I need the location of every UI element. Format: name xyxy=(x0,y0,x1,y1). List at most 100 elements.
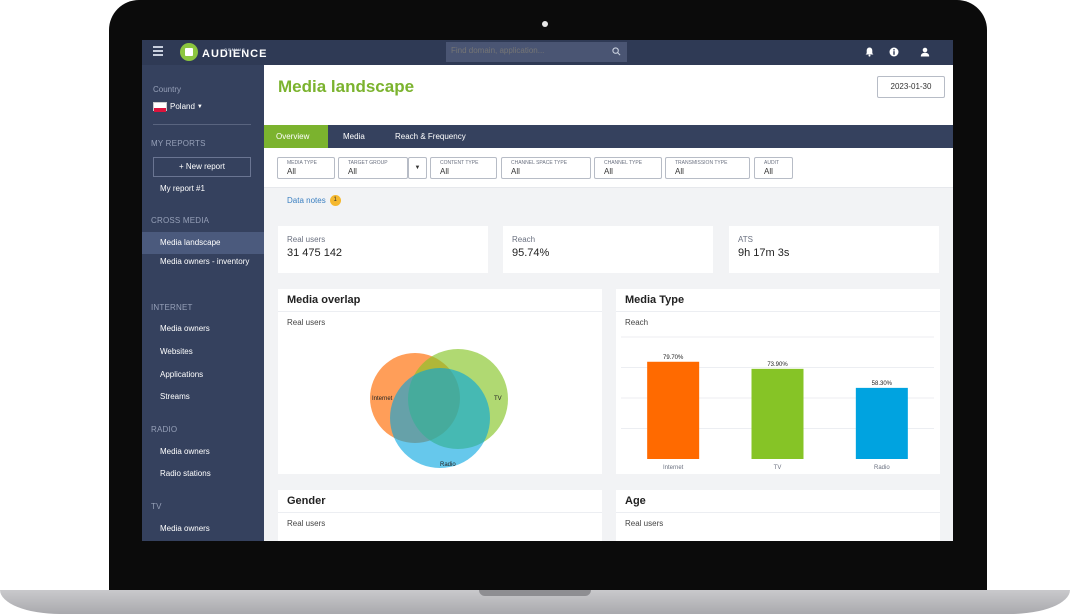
sidebar-item-media-landscape[interactable]: Media landscape xyxy=(142,232,264,254)
bar-tv[interactable] xyxy=(751,368,804,459)
filter-label: CHANNEL TYPE xyxy=(604,160,643,166)
card-subtitle: Real users xyxy=(625,519,664,528)
card-subtitle: Reach xyxy=(625,318,649,327)
filter-label: TRANSMISSION TYPE xyxy=(675,160,728,166)
venn-diagram: Internet TV Radio xyxy=(370,349,508,468)
filter-bar: MEDIA TYPE All TARGET GROUP All ▼ CONTEN… xyxy=(264,148,953,188)
sidebar-item-applications[interactable]: Applications xyxy=(160,370,204,379)
poland-flag-icon xyxy=(153,102,167,112)
tab-reach-frequency[interactable]: Reach & Frequency xyxy=(395,132,466,141)
target-group-dropdown-icon[interactable]: ▼ xyxy=(408,157,427,179)
filter-label: TARGET GROUP xyxy=(348,160,388,166)
user-icon[interactable] xyxy=(919,46,931,58)
page-title: Media landscape xyxy=(278,77,415,96)
country-select[interactable]: Poland ▼ xyxy=(153,102,203,112)
filter-media-type[interactable]: MEDIA TYPE All xyxy=(277,157,335,179)
filter-channel-type[interactable]: CHANNEL TYPE All xyxy=(594,157,662,179)
venn-label-tv: TV xyxy=(494,396,502,402)
new-report-button[interactable]: + New report xyxy=(153,157,251,177)
data-notes-label: Data notes xyxy=(287,196,326,205)
filter-label: AUDIT xyxy=(764,160,779,166)
data-notes-link[interactable]: Data notes 1 xyxy=(287,195,341,206)
laptop-notch xyxy=(479,590,591,596)
filter-label: CONTENT TYPE xyxy=(440,160,479,166)
card-title: Gender xyxy=(287,495,326,507)
country-label: Country xyxy=(153,85,182,94)
card-title: Media Type xyxy=(625,294,685,306)
filter-value: All xyxy=(675,167,684,176)
card-divider xyxy=(616,512,940,513)
filter-value: All xyxy=(440,167,449,176)
top-bar: GEMIUS AUDIENCE xyxy=(142,40,953,65)
country-value: Poland xyxy=(170,102,195,111)
section-cross-media: CROSS MEDIA xyxy=(151,216,210,225)
search-box xyxy=(446,42,627,62)
bell-icon[interactable] xyxy=(863,46,875,58)
media-type-card: Media Type Reach 79.70% Internet 73.90% TV 5… xyxy=(616,289,940,474)
data-notes-badge: 1 xyxy=(329,195,341,206)
filter-transmission-type[interactable]: TRANSMISSION TYPE All xyxy=(665,157,750,179)
filter-value: All xyxy=(348,167,357,176)
card-divider xyxy=(616,311,940,312)
sidebar: Country Poland ▼ MY REPORTS + New report… xyxy=(142,65,264,541)
search-icon[interactable] xyxy=(612,47,621,56)
filter-channel-space-type[interactable]: CHANNEL SPACE TYPE All xyxy=(501,157,591,179)
card-subtitle: Real users xyxy=(287,519,326,528)
venn-label-radio: Radio xyxy=(440,462,456,468)
search-input[interactable] xyxy=(451,46,601,55)
kpi-value: 9h 17m 3s xyxy=(738,247,790,259)
sidebar-item-internet-media-owners[interactable]: Media owners xyxy=(160,324,210,333)
logo-text: GEMIUS AUDIENCE xyxy=(202,47,267,60)
venn-label-internet: Internet xyxy=(372,396,393,402)
sidebar-item-streams[interactable]: Streams xyxy=(160,392,190,401)
sidebar-item-media-owners-inventory[interactable]: Media owners - inventory xyxy=(160,257,250,266)
x-tick-label: Radio xyxy=(874,465,890,471)
camera xyxy=(542,21,548,27)
tab-bar: Overview Media Reach & Frequency xyxy=(264,125,953,148)
sidebar-item-my-report-1[interactable]: My report #1 xyxy=(160,184,205,193)
tab-overview[interactable]: Overview xyxy=(264,125,328,148)
section-radio: RADIO xyxy=(151,425,178,434)
sidebar-item-radio-media-owners[interactable]: Media owners xyxy=(160,447,210,456)
main-content: Media landscape 2023-01-30 Overview Medi… xyxy=(264,65,953,541)
filter-content-type[interactable]: CONTENT TYPE All xyxy=(430,157,497,179)
filter-value: All xyxy=(511,167,520,176)
sidebar-item-radio-stations[interactable]: Radio stations xyxy=(160,469,211,478)
sidebar-item-tv-media-owners[interactable]: Media owners xyxy=(160,524,210,533)
app-screen: GEMIUS AUDIENCE Country Poland ▼ MY REPO… xyxy=(142,40,953,541)
logo[interactable]: GEMIUS AUDIENCE xyxy=(180,43,267,61)
section-internet: INTERNET xyxy=(151,303,193,312)
filter-value: All xyxy=(604,167,613,176)
filter-value: All xyxy=(287,167,296,176)
sidebar-divider xyxy=(153,124,251,125)
info-icon[interactable] xyxy=(888,46,900,58)
venn-radio[interactable] xyxy=(390,368,490,468)
age-card: Age Real users xyxy=(616,490,940,541)
bar-value-label: 58.30% xyxy=(872,381,893,387)
date-picker[interactable]: 2023-01-30 xyxy=(877,76,945,98)
kpi-label: Reach xyxy=(512,235,536,244)
filter-target-group[interactable]: TARGET GROUP All xyxy=(338,157,408,179)
menu-icon[interactable] xyxy=(153,46,163,56)
section-my-reports: MY REPORTS xyxy=(151,139,206,148)
media-type-bar-chart: 79.70% Internet 73.90% TV 58.30% Radio xyxy=(621,336,934,471)
page-header: Media landscape 2023-01-30 xyxy=(264,65,953,125)
kpi-value: 31 475 142 xyxy=(287,247,343,259)
bar-internet[interactable] xyxy=(647,361,700,459)
sidebar-item-websites[interactable]: Websites xyxy=(160,347,193,356)
bar-radio[interactable] xyxy=(855,387,908,459)
tab-media[interactable]: Media xyxy=(343,132,365,141)
card-title: Media overlap xyxy=(287,294,361,306)
kpi-label: ATS xyxy=(738,235,753,244)
logo-icon xyxy=(180,43,198,61)
card-title: Age xyxy=(625,495,646,507)
filter-label: MEDIA TYPE xyxy=(287,160,317,166)
filter-audit[interactable]: AUDIT All xyxy=(754,157,793,179)
card-subtitle: Real users xyxy=(287,318,326,327)
filter-value: All xyxy=(764,167,773,176)
card-divider xyxy=(278,512,602,513)
bar-value-label: 79.70% xyxy=(663,355,684,361)
card-divider xyxy=(278,311,602,312)
gender-card: Gender Real users xyxy=(278,490,602,541)
caret-down-icon: ▼ xyxy=(196,103,203,110)
